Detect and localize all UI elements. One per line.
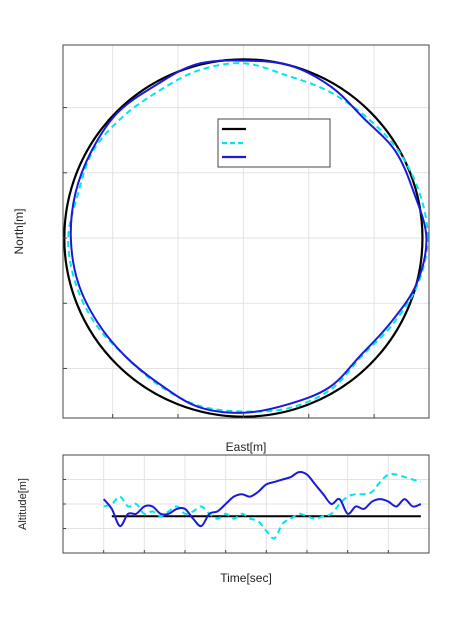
altitude-y-axis-label: Altitude[m] [17, 478, 29, 530]
trajectory-chart: East[m] North[m] [12, 44, 430, 454]
legend-box [217, 118, 331, 168]
altitude-chart: Time[sec] Altitude[m] [17, 454, 430, 585]
tc-trajectory-line [69, 59, 428, 414]
altitude-ticks [62, 454, 430, 554]
lc-trajectory-line [67, 62, 429, 413]
altitude-series [102, 471, 422, 540]
altitude-x-axis-label: Time[sec] [220, 571, 272, 585]
lc-altitude-line [103, 472, 422, 540]
trajectory-x-axis-label: East[m] [226, 440, 267, 454]
tc-altitude-line [102, 471, 422, 528]
trajectory-plot-frame [62, 44, 430, 419]
trajectory-y-axis-label: North[m] [12, 208, 26, 254]
trajectory-ticks [63, 107, 375, 418]
legend [217, 118, 331, 168]
trajectory-grid [63, 45, 429, 418]
altitude-grid [62, 454, 430, 554]
